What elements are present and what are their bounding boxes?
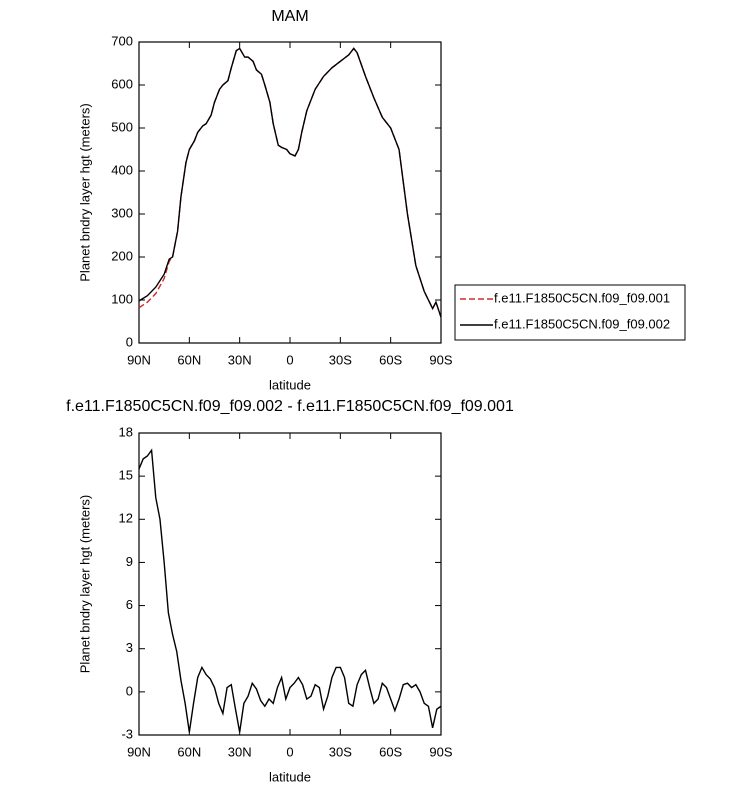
x-tick-label: 60N [177, 352, 201, 367]
y-tick-label: 3 [126, 640, 133, 655]
y-tick-label: 12 [119, 511, 133, 526]
x-tick-label: 60S [379, 744, 402, 759]
y-axis-label: Planet bndry layer hgt (meters) [77, 495, 92, 673]
y-tick-label: 100 [111, 291, 133, 306]
y-tick-label: 400 [111, 162, 133, 177]
y-axis-label: Planet bndry layer hgt (meters) [77, 103, 92, 281]
x-tick-label: 60N [177, 744, 201, 759]
x-tick-label: 90N [127, 352, 151, 367]
x-axis-label: latitude [269, 769, 311, 784]
x-tick-label: 30S [329, 352, 352, 367]
chart-title: f.e11.F1850C5CN.f09_f09.002 - f.e11.F185… [66, 398, 514, 415]
y-tick-label: 9 [126, 554, 133, 569]
plot-frame [138, 432, 442, 736]
x-axis-label: latitude [269, 377, 311, 392]
legend-label: f.e11.F1850C5CN.f09_f09.002 [494, 316, 670, 331]
y-tick-label: -3 [121, 726, 133, 741]
y-tick-label: 18 [119, 424, 133, 439]
y-tick-label: 6 [126, 597, 133, 612]
y-tick-label: 15 [119, 468, 133, 483]
x-tick-label: 0 [286, 744, 293, 759]
data-line [138, 448, 442, 733]
x-tick-label: 0 [286, 352, 293, 367]
data-line [138, 47, 442, 318]
x-tick-label: 90S [429, 352, 452, 367]
plot-frame [138, 41, 442, 344]
x-tick-label: 90N [127, 744, 151, 759]
x-tick-label: 30S [329, 744, 352, 759]
chart-title: MAM [271, 8, 308, 25]
legend-box [454, 284, 686, 341]
x-tick-label: 60S [379, 352, 402, 367]
y-tick-label: 0 [126, 334, 133, 349]
y-tick-label: 300 [111, 205, 133, 220]
x-tick-label: 30N [228, 744, 252, 759]
x-tick-label: 90S [429, 744, 452, 759]
y-tick-label: 500 [111, 119, 133, 134]
x-tick-label: 30N [228, 352, 252, 367]
y-tick-label: 700 [111, 33, 133, 48]
y-tick-label: 0 [126, 683, 133, 698]
y-tick-label: 200 [111, 248, 133, 263]
y-tick-label: 600 [111, 76, 133, 91]
legend-label: f.e11.F1850C5CN.f09_f09.001 [494, 290, 670, 305]
data-line [138, 47, 442, 318]
